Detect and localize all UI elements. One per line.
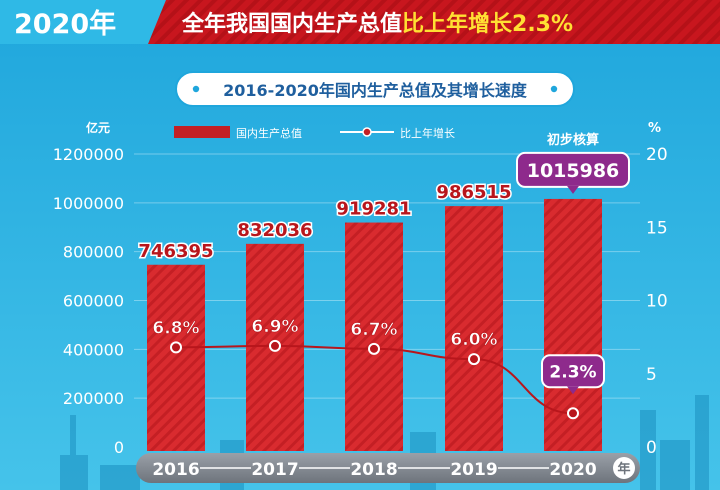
legend-bar-label: 国内生产总值 bbox=[236, 126, 302, 140]
growth-point-2020 bbox=[567, 407, 579, 420]
annotation-preliminary: 初步核算 bbox=[547, 132, 599, 148]
bar-value-label: 986515 bbox=[436, 182, 511, 203]
bar-2016 bbox=[147, 264, 205, 451]
bar-label-highlight-pointer bbox=[567, 185, 579, 194]
left-axis-tick-label: 600000 bbox=[63, 292, 124, 311]
growth-value-label: 6.8% bbox=[152, 318, 199, 338]
legend: 国内生产总值 比上年增长 bbox=[174, 126, 455, 140]
left-axis-tick-label: 800000 bbox=[63, 243, 124, 262]
left-axis-unit: 亿元 bbox=[86, 120, 110, 135]
right-axis-tick-label: 20 bbox=[646, 145, 668, 165]
x-axis: 2016 2017 2018 2019 2020 年 bbox=[136, 453, 640, 483]
bar-value-label: 832036 bbox=[237, 220, 312, 241]
x-axis-unit: 年 bbox=[617, 461, 630, 477]
growth-value-label: 6.0% bbox=[450, 330, 497, 350]
left-axis-tick-label: 400000 bbox=[63, 340, 124, 359]
bar-value-label: 919281 bbox=[336, 199, 411, 220]
legend-line-marker bbox=[362, 127, 372, 137]
right-axis-tick-label: 10 bbox=[646, 292, 668, 312]
growth-value-label: 6.9% bbox=[251, 317, 298, 337]
growth-value-label: 2.3% bbox=[549, 362, 596, 382]
growth-point-2018 bbox=[368, 342, 380, 355]
x-tick-label: 2017 bbox=[251, 460, 298, 480]
growth-value-label: 6.7% bbox=[350, 320, 397, 340]
left-axis-tick-label: 200000 bbox=[63, 389, 124, 408]
bar-value-label: 1015986 bbox=[527, 160, 620, 182]
right-axis-tick-label: 15 bbox=[646, 218, 668, 238]
legend-bar-swatch bbox=[174, 126, 230, 138]
x-tick-label: 2016 bbox=[152, 460, 199, 480]
right-axis-tick-label: 0 bbox=[646, 438, 657, 458]
headline-yellow: 比上年增长2.3% bbox=[402, 11, 573, 37]
chart-title-pill: 2016-2020年国内生产总值及其增长速度 bbox=[175, 71, 575, 107]
left-axis-ticks: 0 200000 400000 600000 800000 1000000 1200000 bbox=[53, 145, 124, 457]
bar-value-labels: 746395 832036 919281 986515 1015986 bbox=[137, 151, 630, 263]
right-axis-ticks: 0 5 10 15 20 bbox=[646, 145, 668, 458]
bar-2018 bbox=[345, 222, 403, 451]
x-axis-unit-badge bbox=[613, 457, 635, 479]
x-tick-label: 2019 bbox=[450, 460, 497, 480]
year-tag: 2020年 bbox=[14, 8, 116, 40]
chart-title: 2016-2020年国内生产总值及其增长速度 bbox=[223, 81, 528, 100]
left-axis-tick-label: 1000000 bbox=[53, 194, 124, 213]
year-tag-background bbox=[0, 0, 166, 44]
growth-point-2017 bbox=[269, 339, 281, 352]
right-axis-tick-label: 5 bbox=[646, 365, 657, 385]
bar-2019 bbox=[445, 206, 503, 451]
left-axis-tick-label: 0 bbox=[114, 438, 124, 457]
x-tick-label: 2018 bbox=[350, 460, 397, 480]
headline: 全年我国国内生产总值比上年增长2.3% bbox=[181, 11, 573, 37]
bar-value-label: 746395 bbox=[138, 241, 213, 262]
legend-line-label: 比上年增长 bbox=[400, 126, 455, 140]
growth-label-highlight-pointer bbox=[567, 386, 579, 395]
x-axis-bar bbox=[136, 453, 640, 483]
right-axis-unit: % bbox=[648, 121, 661, 136]
headline-white: 全年我国国内生产总值 bbox=[181, 11, 402, 37]
header-banner: 2020年 全年我国国内生产总值比上年增长2.3% bbox=[0, 0, 720, 44]
x-tick-label: 2020 bbox=[549, 460, 596, 480]
growth-point-2016 bbox=[170, 341, 182, 354]
growth-line: 6.8% 6.9% 6.7% 6.0% 2.3% bbox=[152, 317, 605, 420]
growth-point-2019 bbox=[468, 353, 480, 366]
left-axis-tick-label: 1200000 bbox=[53, 145, 124, 164]
